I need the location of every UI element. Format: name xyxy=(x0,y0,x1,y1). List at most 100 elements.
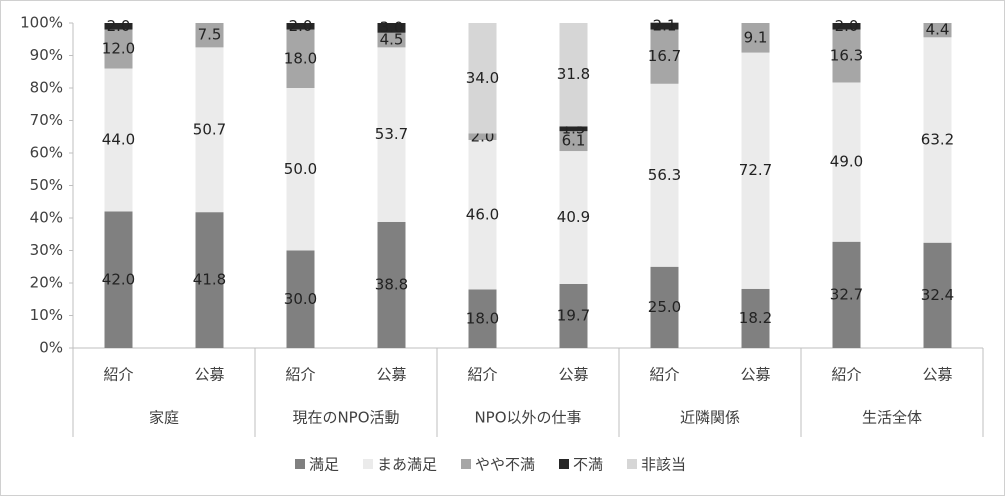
bar-segment xyxy=(468,289,497,348)
data-label: 46.0 xyxy=(466,205,499,223)
bar-segment xyxy=(559,23,588,127)
bar-segment xyxy=(104,211,133,348)
data-label: 19.7 xyxy=(557,306,590,324)
legend-swatch xyxy=(295,459,305,469)
bar-segment xyxy=(104,23,133,30)
data-label: 12.0 xyxy=(102,40,135,58)
bar-segment xyxy=(650,266,679,348)
bar-segment xyxy=(468,140,497,290)
bar-segment xyxy=(195,47,224,213)
y-tick-label: 20% xyxy=(30,274,63,292)
data-label: 32.4 xyxy=(921,286,954,304)
bar-segment xyxy=(923,242,952,348)
bar-segment xyxy=(195,212,224,348)
data-label: 25.0 xyxy=(648,298,681,316)
bar-segment xyxy=(650,29,679,84)
bar-segment xyxy=(923,37,952,243)
y-tick-label: 70% xyxy=(30,111,63,129)
legend-label: 非該当 xyxy=(641,456,686,474)
legend-swatch xyxy=(627,459,637,469)
data-label: 9.1 xyxy=(744,28,768,46)
bar-segment xyxy=(286,29,315,88)
data-label: 31.8 xyxy=(557,65,590,83)
x-tick-label: 紹介 xyxy=(831,366,861,384)
data-label: 41.8 xyxy=(193,271,226,289)
bar-segment xyxy=(832,241,861,348)
y-tick-label: 30% xyxy=(30,241,63,259)
x-tick-label: 紹介 xyxy=(285,366,315,384)
data-label: 18.2 xyxy=(739,309,772,327)
bar-segment xyxy=(468,23,497,134)
x-tick-label: 公募 xyxy=(376,366,406,384)
x-tick-label: 紹介 xyxy=(467,366,497,384)
data-label: 2.1 xyxy=(653,17,677,35)
bar-segment xyxy=(650,83,679,267)
data-label: 50.7 xyxy=(193,120,226,138)
data-label: 16.7 xyxy=(648,47,681,65)
x-tick-label: 公募 xyxy=(194,366,224,384)
group-label: 生活全体 xyxy=(862,409,922,427)
bar-segment xyxy=(741,52,770,289)
bar-segment xyxy=(650,22,679,30)
data-label: 18.0 xyxy=(284,49,317,67)
legend-label: 満足 xyxy=(309,456,339,474)
data-label: 16.3 xyxy=(830,46,863,64)
data-label: 7.5 xyxy=(198,26,222,44)
data-label: 34.0 xyxy=(466,69,499,87)
bar-segment xyxy=(923,23,952,38)
group-label: 現在のNPO活動 xyxy=(292,409,399,427)
legend-swatch xyxy=(559,459,569,469)
data-label: 56.3 xyxy=(648,166,681,184)
y-tick-label: 80% xyxy=(30,79,63,97)
bar-segment xyxy=(559,283,588,348)
legend-swatch xyxy=(363,459,373,469)
bar-segment xyxy=(377,47,406,222)
bar-segment xyxy=(559,151,588,284)
data-label: 2.0 xyxy=(289,17,313,35)
legend-label: 不満 xyxy=(573,456,603,474)
data-label: 72.7 xyxy=(739,161,772,179)
data-label: 2.0 xyxy=(107,17,131,35)
y-tick-label: 50% xyxy=(30,176,63,194)
y-tick-label: 0% xyxy=(39,339,63,357)
data-label: 38.8 xyxy=(375,275,408,293)
data-label: 32.7 xyxy=(830,285,863,303)
bar-segment xyxy=(286,250,315,348)
y-tick-label: 10% xyxy=(30,306,63,324)
group-label: 家庭 xyxy=(149,409,179,427)
data-label: 44.0 xyxy=(102,131,135,149)
x-tick-label: 公募 xyxy=(558,366,588,384)
x-tick-label: 公募 xyxy=(740,366,770,384)
data-label: 2.0 xyxy=(835,17,859,35)
data-label: 18.0 xyxy=(466,309,499,327)
x-tick-label: 紹介 xyxy=(649,366,679,384)
bar-segment xyxy=(286,23,315,30)
bar-segment xyxy=(377,23,406,33)
data-label: 53.7 xyxy=(375,125,408,143)
data-label: 4.5 xyxy=(380,31,404,49)
data-label: 49.0 xyxy=(830,153,863,171)
bar-segment xyxy=(377,221,406,348)
bar-segment xyxy=(832,23,861,30)
data-label: 6.1 xyxy=(562,132,586,150)
data-label: 30.0 xyxy=(284,290,317,308)
y-tick-label: 100% xyxy=(20,14,63,32)
y-tick-label: 90% xyxy=(30,46,63,64)
bar-segment xyxy=(195,23,224,48)
bar-segment xyxy=(741,288,770,348)
y-tick-label: 40% xyxy=(30,209,63,227)
bar-segment xyxy=(832,29,861,83)
x-tick-label: 紹介 xyxy=(103,366,133,384)
group-label: NPO以外の仕事 xyxy=(474,409,581,427)
bar-segment xyxy=(377,32,406,48)
bar-segment xyxy=(832,82,861,242)
bar-segment xyxy=(104,68,133,212)
bar-segment xyxy=(741,23,770,53)
bar-segment xyxy=(559,126,588,132)
y-tick-label: 60% xyxy=(30,144,63,162)
data-label: 3.0 xyxy=(380,18,404,36)
x-tick-label: 公募 xyxy=(922,366,952,384)
legend-label: やや不満 xyxy=(475,456,535,474)
data-label: 63.2 xyxy=(921,131,954,149)
